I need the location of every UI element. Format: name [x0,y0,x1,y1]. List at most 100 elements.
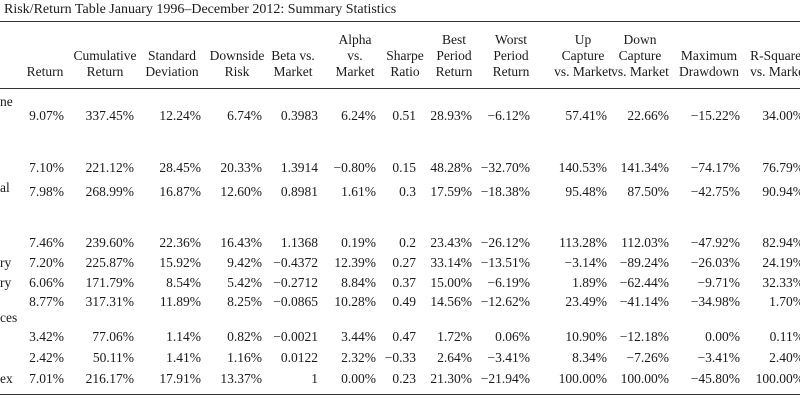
table-cell: 11.89% [159,294,201,309]
column-header-line: Ratio [390,64,420,79]
table-cell: 12.39% [334,255,376,270]
column-header-line: Return [492,64,530,79]
table-cell: 8.84% [341,275,376,290]
column-header-line: Downside [209,48,265,63]
table-cell: 12.24% [159,108,201,123]
table-cell: 171.79% [85,275,134,290]
table-cell: 90.94% [762,184,800,199]
column-header-line: Risk [224,64,250,79]
column-header-line: Capture [618,48,662,63]
table-cell: −34.98% [690,294,740,309]
column-header-line: Maximum [680,48,738,63]
table-cell: 14.56% [430,294,472,309]
table-cell: 8.25% [227,294,262,309]
row-label: ces [0,310,18,325]
table-cell: 23.49% [565,294,607,309]
table-cell: 0.8981 [280,184,318,199]
table-cell: −3.41% [697,350,740,365]
column-header: Maximum Drawdown [664,48,754,80]
column-header-line: Market [273,64,313,79]
table-cell: 16.87% [159,184,201,199]
table-cell: 48.28% [430,160,472,175]
table-cell: −7.26% [626,350,669,365]
table-cell: 17.59% [430,184,472,199]
column-header-line: Return [86,64,124,79]
table-cell: 1.1368 [280,235,318,250]
table-cell: −26.12% [480,235,530,250]
table-cell: 100.00% [558,371,607,386]
table-cell: 32.33% [762,275,800,290]
table-cell: 0.15 [392,160,416,175]
column-header-line: vs. Market [611,64,669,79]
table-cell: 7.98% [29,184,64,199]
table-cell: 0.11% [769,329,800,344]
table-cell: 7.46% [29,235,64,250]
table-cell: 0.49 [392,294,416,309]
column-header-line: Return [26,64,64,79]
table-cell: 1.72% [437,329,472,344]
table-cell: −41.14% [619,294,669,309]
table-cell: 0.47 [392,329,416,344]
table-cell: 95.48% [565,184,607,199]
table-cell: −12.62% [480,294,530,309]
table-cell: 140.53% [558,160,607,175]
table-cell: 17.91% [159,371,201,386]
table-cell: −0.0021 [273,329,318,344]
table-cell: −15.22% [690,108,740,123]
column-header: Beta vs. Market [248,48,338,80]
table-cell: 3.42% [29,329,64,344]
table-cell: 24.19% [762,255,800,270]
table-cell: −26.03% [690,255,740,270]
row-label: ry [0,255,12,270]
column-header-line: Market [335,64,375,79]
table-cell: 2.42% [29,350,64,365]
table-cell: 0.06% [495,329,530,344]
bottom-rule [0,394,800,395]
table-cell: 1.16% [227,350,262,365]
table-cell: 0.37 [392,275,416,290]
table-cell: 9.42% [227,255,262,270]
table-cell: 10.28% [334,294,376,309]
table-cell: 15.92% [159,255,201,270]
column-header-line: Return [435,64,473,79]
column-header-line: Deviation [145,64,199,79]
table-cell: 13.37% [220,371,262,386]
column-header-line: vs. Market [554,64,612,79]
row-label: al [0,180,10,195]
column-header: Return [0,64,90,80]
column-header-line: Worst [495,32,527,47]
table-cell: 1.3914 [280,160,318,175]
table-cell: 268.99% [85,184,134,199]
table-cell: 2.64% [437,350,472,365]
table-cell: 0.23 [392,371,416,386]
table-cell: 239.60% [85,235,134,250]
column-header-line: R-Squared [750,48,800,63]
table-cell: −18.38% [480,184,530,199]
column-header-line: Down [623,32,657,47]
table-cell: −13.51% [480,255,530,270]
table-cell: 28.45% [159,160,201,175]
table-cell: −9.71% [697,275,740,290]
table-cell: 10.90% [565,329,607,344]
table-cell: 16.43% [220,235,262,250]
column-header-line: Alpha [338,32,372,47]
column-header: Downside Risk [192,48,282,80]
table-cell: −3.14% [564,255,607,270]
table-cell: −6.19% [487,275,530,290]
table-cell: 112.03% [621,235,669,250]
table-cell: −32.70% [480,160,530,175]
table-cell: 221.12% [85,160,134,175]
table-cell: 0.00% [705,329,740,344]
table-cell: 34.00% [762,108,800,123]
column-header: Down Capture vs. Market [595,32,685,80]
table-cell: 0.00% [341,371,376,386]
column-header-line: Standard [148,48,196,63]
table-cell: 100.00% [755,371,800,386]
column-header: Cumulative Return [60,48,150,80]
column-header-line: vs. [347,48,363,63]
table-cell: 5.42% [227,275,262,290]
table-cell: −12.18% [619,329,669,344]
table-cell: 82.94% [762,235,800,250]
column-header: R-Squaredvs. Market [734,48,800,80]
table-cell: −0.4372 [273,255,318,270]
